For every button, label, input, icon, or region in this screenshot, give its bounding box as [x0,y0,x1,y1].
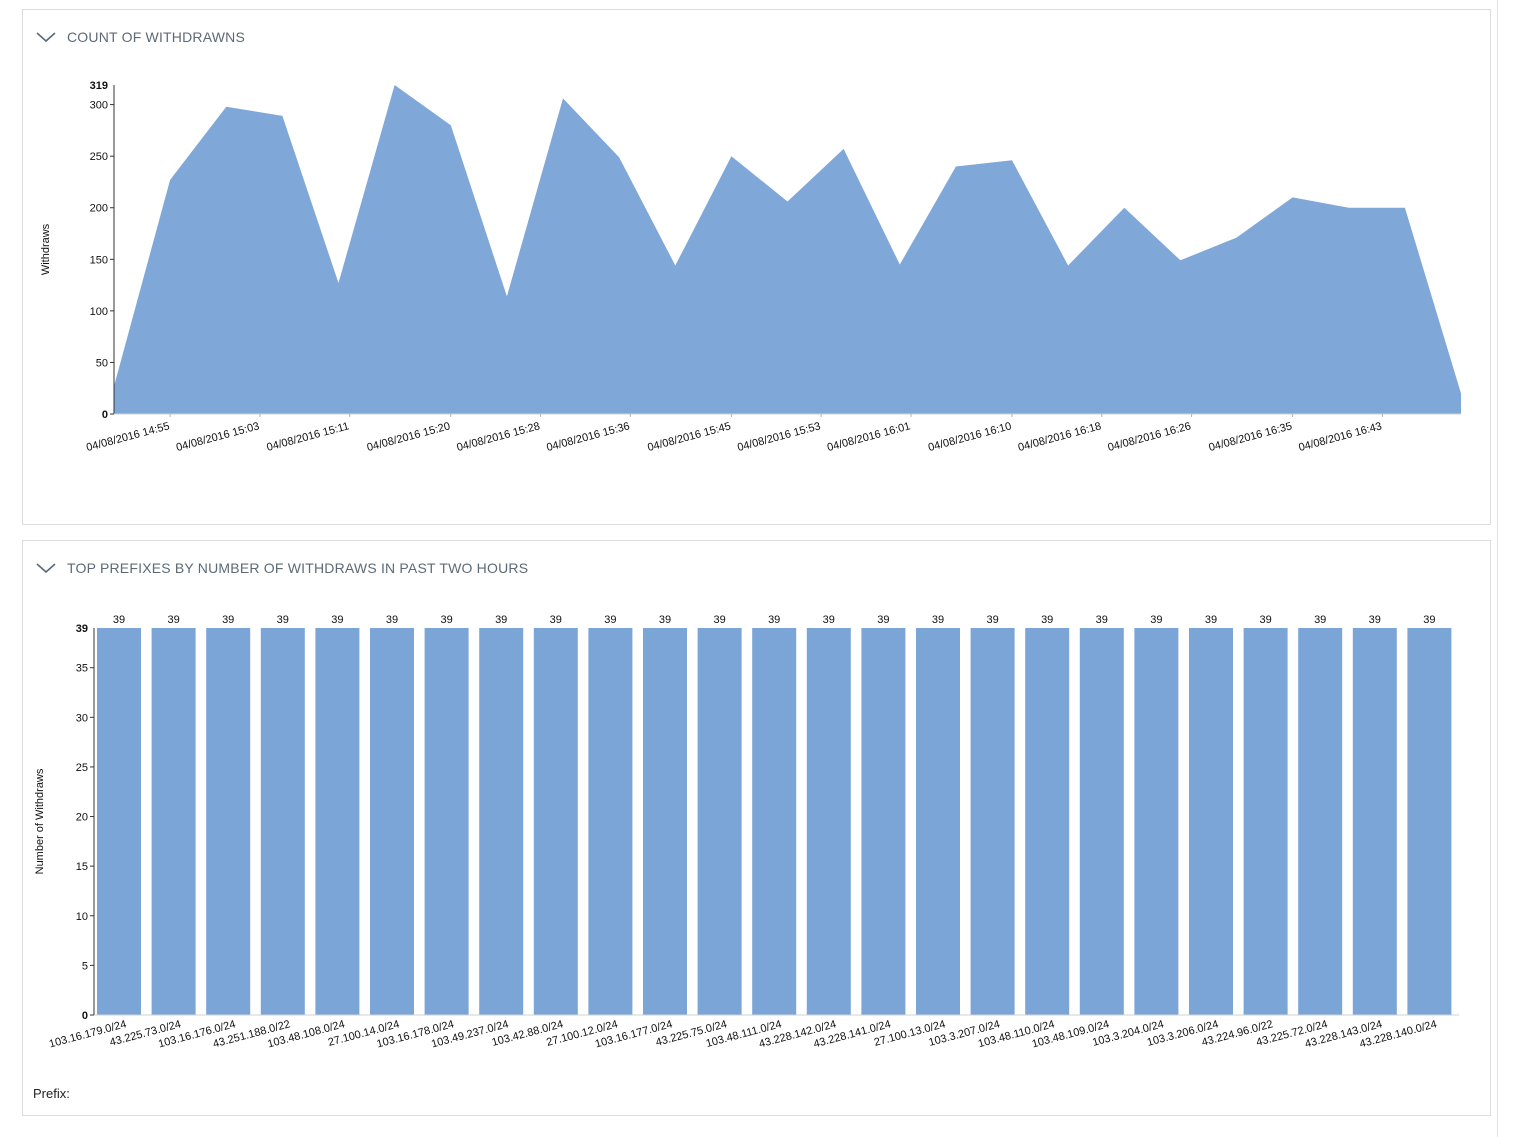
y-tick-label: 5 [82,960,88,972]
y-axis-title: Withdraws [40,223,52,275]
y-max-label: 39 [76,623,88,635]
bar-value-label: 39 [659,614,671,626]
y-tick-label: 100 [90,306,108,318]
y-tick-label: 15 [76,861,88,873]
bar-value-label: 39 [1205,614,1217,626]
chevron-down-icon[interactable] [35,30,57,44]
bar [1298,628,1343,1015]
prefixes-panel-header[interactable]: TOP PREFIXES BY NUMBER OF WITHDRAWS IN P… [35,556,528,580]
bar-value-label: 39 [167,614,179,626]
bar [697,628,742,1015]
bar-value-label: 39 [1150,614,1162,626]
x-tick-label: 04/08/2016 16:26 [1107,420,1193,454]
x-tick-label: 04/08/2016 15:28 [455,420,541,454]
withdrawn-count-panel: COUNT OF WITHDRAWNS 0 50 100 150 200 250 300 31… [22,9,1491,525]
bar [1025,628,1070,1015]
bar [479,628,524,1015]
bar [370,628,414,1015]
bar-value-label: 39 [1369,614,1381,626]
bar-value-label: 39 [1096,614,1108,626]
y-tick-label: 0 [82,1010,88,1022]
bar-value-label: 39 [823,614,835,626]
bar [806,628,851,1015]
prefixes-bar-chart: 39103.16.179.0/243943.225.73.0/2439103.1… [34,614,1459,1050]
bar [260,628,305,1015]
x-tick-label: 04/08/2016 15:11 [265,420,350,454]
bar-value-label: 39 [1423,614,1435,626]
prefix-filter-label: Prefix: [33,1086,70,1101]
x-tick-label: 04/08/2016 16:01 [826,420,912,454]
bar-value-label: 39 [1314,614,1326,626]
bar [1079,628,1124,1015]
y-tick-label: 10 [76,911,88,923]
y-tick-label: 150 [90,254,108,266]
x-tick-label: 04/08/2016 15:03 [175,420,261,454]
y-axis-title: Number of Withdraws [34,768,46,874]
x-tick-label: 04/08/2016 15:20 [366,420,452,454]
bar [1407,628,1452,1015]
y-tick-label: 200 [90,203,108,215]
bar [1134,628,1179,1015]
bar-value-label: 39 [331,614,343,626]
bar [1352,628,1397,1015]
top-prefixes-panel: TOP PREFIXES BY NUMBER OF WITHDRAWS IN P… [22,540,1491,1116]
x-tick-label: 04/08/2016 16:35 [1208,420,1294,454]
withdrawn-area-chart: 0 50 100 150 200 250 300 319 Withdraws 04/08/2016… [40,80,1461,454]
bar-value-label: 39 [386,614,398,626]
bar [588,628,633,1015]
y-max-label: 319 [90,80,108,92]
bar [1243,628,1288,1015]
bar-value-label: 39 [986,614,998,626]
bar-value-label: 39 [277,614,289,626]
bar-value-label: 39 [222,614,234,626]
bar-value-label: 39 [768,614,780,626]
x-tick-label: 04/08/2016 14:55 [85,420,171,454]
withdrawn-panel-title: COUNT OF WITHDRAWNS [67,29,246,45]
bar-value-label: 39 [113,614,125,626]
withdraws-area [114,85,1461,414]
bar-value-label: 39 [495,614,507,626]
bar-value-label: 39 [1259,614,1271,626]
chevron-down-icon[interactable] [35,561,57,575]
bar [424,628,469,1015]
x-tick-label: 04/08/2016 15:45 [646,420,732,454]
bar [916,628,960,1015]
bar [752,628,797,1015]
y-tick-label: 50 [96,357,108,369]
y-tick-label: 0 [102,409,108,421]
bar [533,628,578,1015]
y-tick-label: 20 [76,812,88,824]
x-tick-label: 04/08/2016 16:43 [1297,420,1383,454]
bar-value-label: 39 [440,614,452,626]
y-tick-label: 250 [90,151,108,163]
bar-value-label: 39 [604,614,616,626]
x-tick-label: 04/08/2016 16:18 [1017,420,1103,454]
prefixes-panel-title: TOP PREFIXES BY NUMBER OF WITHDRAWS IN P… [67,560,529,576]
bar-value-label: 39 [550,614,562,626]
x-tick-label: 04/08/2016 16:10 [927,420,1013,454]
y-tick-label: 30 [76,712,88,724]
bar [315,628,360,1015]
y-tick-label: 25 [76,762,88,774]
bar [861,628,906,1015]
bar [151,628,196,1015]
bar [970,628,1015,1015]
bar [1189,628,1233,1015]
y-tick-label: 300 [90,100,108,112]
bar [643,628,687,1015]
bar-value-label: 39 [1041,614,1053,626]
withdrawn-panel-header[interactable]: COUNT OF WITHDRAWNS [35,25,245,49]
bar-value-label: 39 [713,614,725,626]
bar-value-label: 39 [932,614,944,626]
x-tick-label: 04/08/2016 15:36 [545,420,631,454]
page-right-rule [1497,0,1498,1137]
y-tick-label: 35 [76,663,88,675]
bar [97,628,141,1015]
x-tick-label: 04/08/2016 15:53 [736,420,822,454]
bar [206,628,251,1015]
bar-value-label: 39 [877,614,889,626]
